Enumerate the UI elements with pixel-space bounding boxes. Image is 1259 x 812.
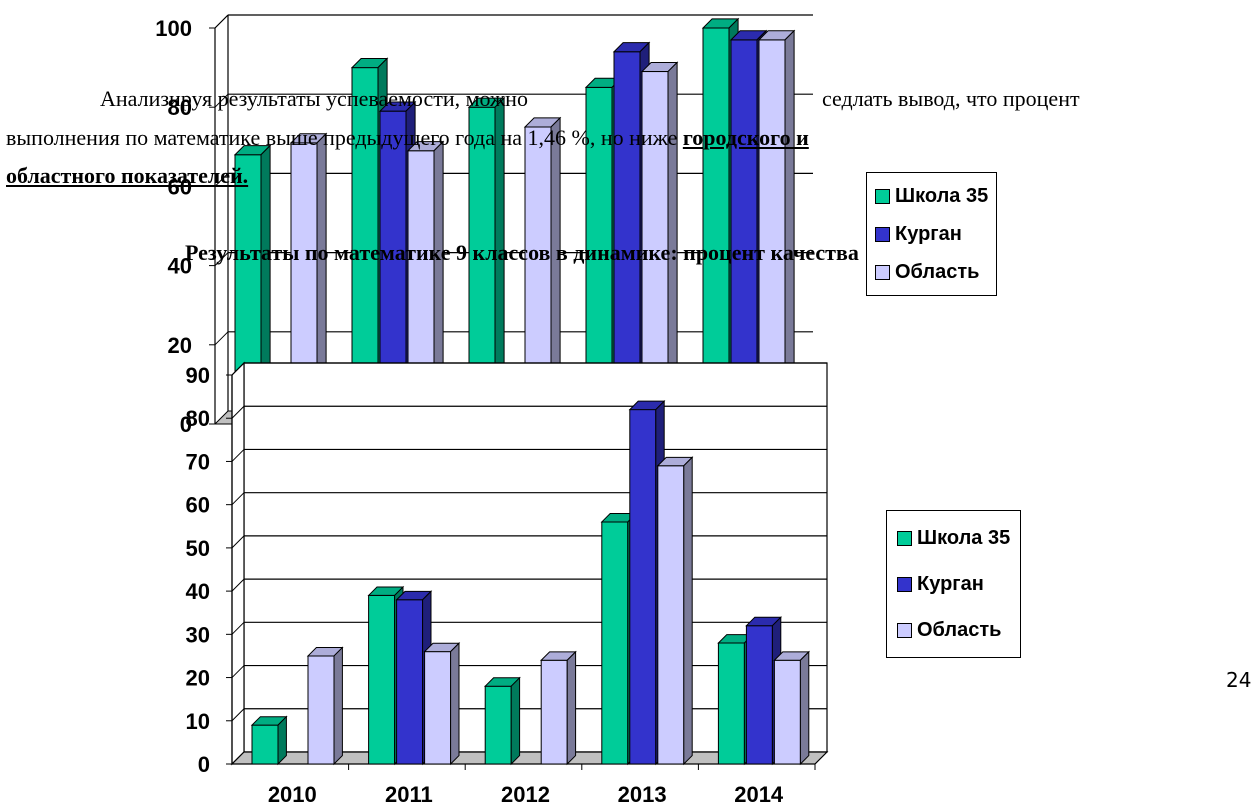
legend-item-oblast: Область bbox=[875, 253, 988, 291]
y-tick-label: 0 bbox=[198, 752, 210, 777]
legend-chart-2: Школа 35 Курган Область bbox=[886, 510, 1022, 658]
y-tick-label: 70 bbox=[186, 449, 210, 474]
bar-oblast-2013 bbox=[656, 456, 694, 766]
legend-item-school: Школа 35 bbox=[875, 177, 988, 215]
y-tick-label: 60 bbox=[186, 493, 210, 518]
y-tick-label: 100 bbox=[155, 16, 192, 41]
y-tick-label: 0 bbox=[180, 412, 192, 437]
paragraph-line-3: областного показателей. bbox=[6, 163, 248, 189]
legend-item-kurgan: Курган bbox=[875, 215, 988, 253]
y-tick-label: 50 bbox=[186, 536, 210, 561]
legend-item-oblast-2: Область bbox=[897, 607, 1010, 653]
y-tick-label: 10 bbox=[186, 709, 210, 734]
bar-oblast-2010 bbox=[306, 646, 344, 766]
x-category-label: 2014 bbox=[734, 782, 784, 807]
section-heading: Результаты по математике 9 классов в дин… bbox=[185, 240, 859, 265]
y-tick-label: 20 bbox=[186, 666, 210, 691]
bar-oblast-2011 bbox=[423, 642, 461, 766]
y-tick-label: 30 bbox=[186, 622, 210, 647]
y-tick-label: 40 bbox=[186, 579, 210, 604]
legend-item-school-2: Школа 35 bbox=[897, 515, 1010, 561]
y-tick-label: 20 bbox=[168, 333, 192, 358]
paragraph-line-2-bold: городского и bbox=[682, 125, 809, 150]
x-category-label: 2013 bbox=[618, 782, 667, 807]
bar-oblast-2014 bbox=[757, 29, 796, 426]
paragraph-line-3-bold: областного показателей. bbox=[6, 163, 249, 188]
legend-item-kurgan-2: Курган bbox=[897, 561, 1010, 607]
paragraph-line-2: выполнения по математике выше предыдущег… bbox=[6, 125, 809, 151]
bar-kurgan-2014 bbox=[745, 616, 783, 766]
bar-oblast-2014 bbox=[773, 650, 811, 766]
bar-school-2010 bbox=[250, 715, 288, 766]
y-tick-label: 90 bbox=[186, 363, 210, 388]
y-tick-label: 60 bbox=[168, 174, 192, 199]
paragraph-line-2-plain: выполнения по математике выше предыдущег… bbox=[6, 125, 683, 150]
x-category-label: 2010 bbox=[268, 782, 317, 807]
bar-oblast-2012 bbox=[539, 650, 577, 766]
x-category-label: 2011 bbox=[385, 782, 433, 807]
page-number: 24 bbox=[1226, 668, 1252, 692]
y-tick-label: 80 bbox=[168, 95, 192, 120]
y-tick-label: 80 bbox=[186, 406, 210, 431]
paragraph-line-1-left: Анализируя результаты успеваемости, можн… bbox=[100, 86, 528, 111]
legend-chart-1: Школа 35 Курган Область bbox=[866, 172, 998, 296]
paragraph-line-1-right: седлать вывод, что процент bbox=[822, 86, 1080, 111]
x-category-label: 2012 bbox=[501, 782, 550, 807]
bar-school-2012 bbox=[483, 676, 521, 766]
y-tick-label: 40 bbox=[168, 254, 192, 279]
